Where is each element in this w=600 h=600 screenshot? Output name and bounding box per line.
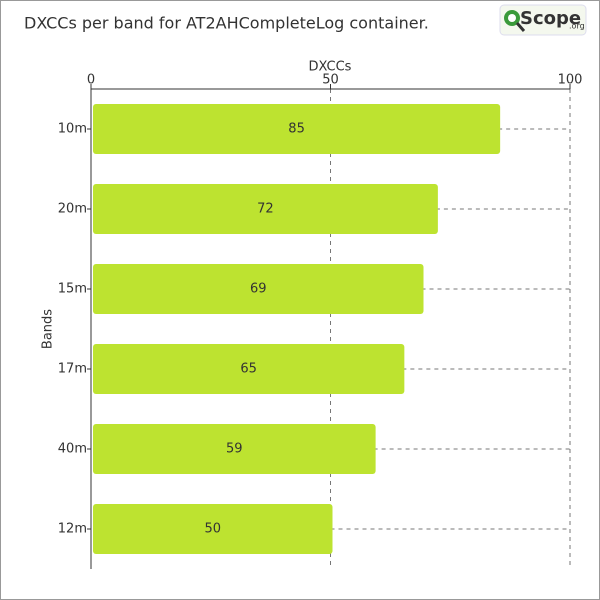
x-tick-label: 100 <box>558 73 583 88</box>
y-axis-label: Bands <box>41 309 56 349</box>
x-axis-label: DXCCs <box>309 60 352 75</box>
y-tick-label: 12m <box>58 522 87 537</box>
data-label: 50 <box>204 522 221 537</box>
logo-icon <box>515 22 526 32</box>
bar <box>93 504 333 554</box>
logo: Scope .org <box>499 4 587 36</box>
data-label: 59 <box>226 442 243 457</box>
data-label: 69 <box>250 282 267 297</box>
x-tick-label: 50 <box>322 73 339 88</box>
bar <box>93 184 438 234</box>
bar <box>93 104 501 154</box>
data-label: 72 <box>257 202 274 217</box>
y-tick-label: 20m <box>58 202 87 217</box>
logo-suffix: .org <box>569 22 585 31</box>
x-tick-label: 0 <box>87 73 95 88</box>
y-tick-label: 15m <box>58 282 87 297</box>
bar <box>93 264 424 314</box>
logo-text: Scope <box>520 8 581 29</box>
chart-title: DXCCs per band for AT2AHCompleteLog cont… <box>24 14 429 33</box>
y-tick-label: 40m <box>58 442 87 457</box>
y-tick-label: 10m <box>58 122 87 137</box>
data-label: 65 <box>240 362 257 377</box>
bar <box>93 344 405 394</box>
bar <box>93 424 376 474</box>
logo-icon <box>508 14 516 22</box>
data-label: 85 <box>288 122 305 137</box>
y-tick-label: 17m <box>58 362 87 377</box>
